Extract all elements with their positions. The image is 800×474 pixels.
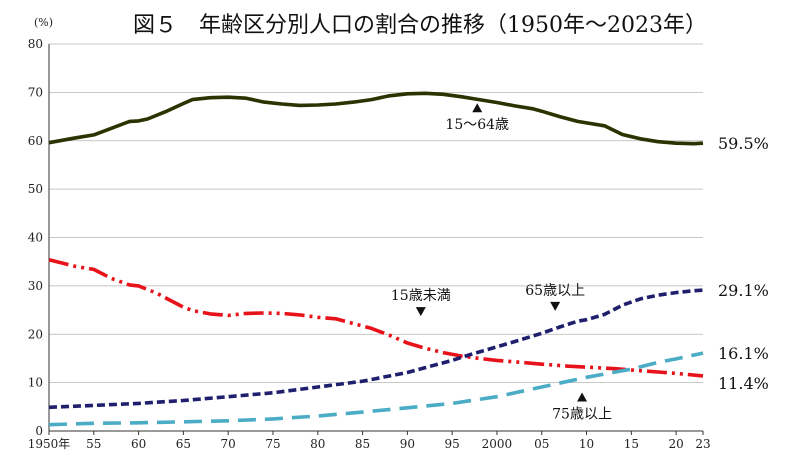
end-value-label: 59.5% xyxy=(718,134,769,153)
y-tick-label: 30 xyxy=(28,279,43,293)
series-line-0 xyxy=(48,91,704,146)
x-tick-label: 90 xyxy=(400,437,415,451)
end-value-label: 11.4% xyxy=(718,374,769,393)
x-tick-label: 60 xyxy=(131,437,146,451)
x-tick-label: 85 xyxy=(355,437,370,451)
y-tick-label: 20 xyxy=(28,327,43,341)
x-tick-label: 1950年 xyxy=(28,437,71,451)
y-tick-label: 50 xyxy=(28,182,43,196)
x-tick-label: 05 xyxy=(534,437,549,451)
axes xyxy=(48,44,704,435)
annotation-arrow xyxy=(550,301,561,311)
x-tick-label: 20 xyxy=(668,437,683,451)
y-tick-label: 40 xyxy=(28,231,43,245)
gridlines xyxy=(49,43,703,384)
annotation-arrow xyxy=(577,392,588,402)
annotation-arrow xyxy=(415,307,426,317)
y-tick-label: 60 xyxy=(28,134,43,148)
series-line-1 xyxy=(48,258,704,378)
x-tick-label: 80 xyxy=(310,437,325,451)
end-value-label: 16.1% xyxy=(718,344,769,363)
x-tick-label: 75 xyxy=(265,437,280,451)
annotation-label: 15歳未満 xyxy=(391,288,451,304)
x-tick-label: 70 xyxy=(221,437,236,451)
y-tick-label: 10 xyxy=(28,376,43,390)
annotation-label: 65歳以上 xyxy=(525,283,585,299)
end-value-labels: 59.5% 11.4% 29.1% 16.1% xyxy=(718,134,769,393)
x-tick-label: 10 xyxy=(579,437,594,451)
y-axis-unit: (%) xyxy=(34,16,53,29)
y-tick-label: 70 xyxy=(28,85,43,99)
x-tick-label: 15 xyxy=(624,437,639,451)
x-tick-label: 23 xyxy=(695,437,710,451)
x-tick-labels: 1950年 55 60 65 70 75 80 85 90 95 2000 05 10 15 20 23 xyxy=(28,437,711,451)
end-value-label: 29.1% xyxy=(718,281,769,300)
series-line-3 xyxy=(48,351,704,427)
y-tick-labels: 0 10 20 30 40 50 60 70 80 xyxy=(28,37,43,438)
series-line-2 xyxy=(48,288,704,410)
annotations: 15～64歳 15歳未満 65歳以上 75歳以上 xyxy=(391,103,612,422)
annotation-label: 75歳以上 xyxy=(552,406,612,422)
series-lines xyxy=(48,91,704,427)
annotation-label: 15～64歳 xyxy=(445,117,509,133)
x-tick-label: 65 xyxy=(176,437,191,451)
x-tick-label: 2000 xyxy=(482,437,513,451)
annotation-arrow xyxy=(472,103,483,113)
y-tick-label: 0 xyxy=(35,424,43,438)
y-tick-label: 80 xyxy=(28,37,43,51)
x-tick-label: 55 xyxy=(86,437,101,451)
x-tick-label: 95 xyxy=(445,437,460,451)
chart-title: 図５ 年齢区分別人口の割合の推移（1950年～2023年） xyxy=(133,13,707,38)
